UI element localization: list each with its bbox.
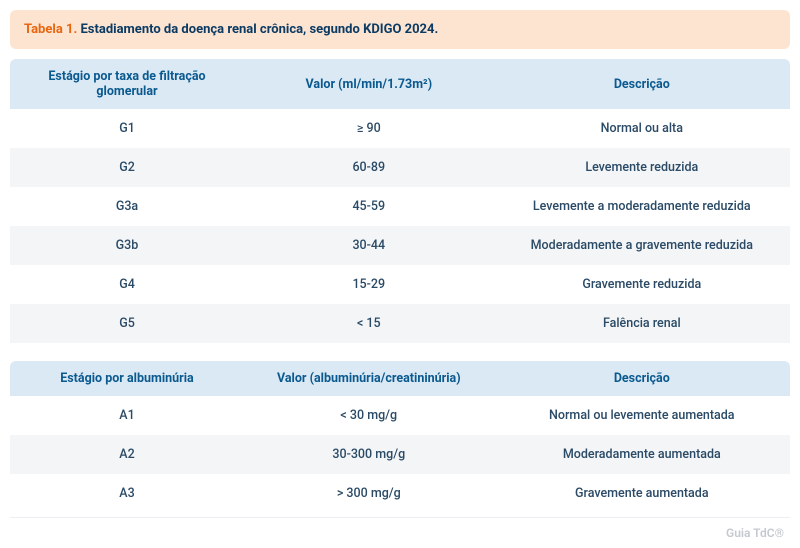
table-header-row: Estágio por albuminúria Valor (albuminúr…: [10, 361, 790, 396]
cell-value: 45-59: [244, 187, 494, 226]
cell-stage: G1: [10, 109, 244, 148]
albuminuria-staging-table: Estágio por albuminúria Valor (albuminúr…: [10, 361, 790, 513]
caption-number: Tabela 1.: [24, 22, 77, 37]
cell-value: 30-44: [244, 226, 494, 265]
table-row: A2 30-300 mg/g Moderadamente aumentada: [10, 435, 790, 474]
cell-desc: Gravemente reduzida: [494, 265, 790, 304]
table-row: A1 < 30 mg/g Normal ou levemente aumenta…: [10, 396, 790, 435]
cell-stage: A2: [10, 435, 244, 474]
cell-stage: G4: [10, 265, 244, 304]
cell-value: ≥ 90: [244, 109, 494, 148]
table-row: G4 15-29 Gravemente reduzida: [10, 265, 790, 304]
table-row: G2 60-89 Levemente reduzida: [10, 148, 790, 187]
table-row: A3 > 300 mg/g Gravemente aumentada: [10, 474, 790, 513]
col-desc-alb: Descrição: [494, 361, 790, 396]
table-gap: [10, 343, 790, 361]
cell-stage: G2: [10, 148, 244, 187]
cell-stage: A1: [10, 396, 244, 435]
table-row: G3b 30-44 Moderadamente a gravemente red…: [10, 226, 790, 265]
table-caption: Tabela 1. Estadiamento da doença renal c…: [10, 10, 790, 49]
cell-desc: Moderadamente aumentada: [494, 435, 790, 474]
col-desc-gfr: Descrição: [494, 59, 790, 109]
cell-desc: Moderadamente a gravemente reduzida: [494, 226, 790, 265]
caption-text: Estadiamento da doença renal crônica, se…: [80, 22, 438, 37]
table-row: G3a 45-59 Levemente a moderadamente redu…: [10, 187, 790, 226]
cell-value: 30-300 mg/g: [244, 435, 494, 474]
cell-value: 15-29: [244, 265, 494, 304]
cell-value: 60-89: [244, 148, 494, 187]
cell-desc: Levemente a moderadamente reduzida: [494, 187, 790, 226]
cell-stage: A3: [10, 474, 244, 513]
table-row: G5 < 15 Falência renal: [10, 304, 790, 343]
gfr-staging-table: Estágio por taxa de filtração glomerular…: [10, 59, 790, 343]
table-row: G1 ≥ 90 Normal ou alta: [10, 109, 790, 148]
cell-stage: G3a: [10, 187, 244, 226]
cell-value: < 15: [244, 304, 494, 343]
cell-stage: G5: [10, 304, 244, 343]
cell-value: > 300 mg/g: [244, 474, 494, 513]
col-value-gfr: Valor (ml/min/1.73m²): [244, 59, 494, 109]
col-stage-gfr: Estágio por taxa de filtração glomerular: [10, 59, 244, 109]
table-header-row: Estágio por taxa de filtração glomerular…: [10, 59, 790, 109]
footer-credit: Guia TdC®: [10, 517, 790, 540]
cell-desc: Gravemente aumentada: [494, 474, 790, 513]
col-stage-alb: Estágio por albuminúria: [10, 361, 244, 396]
cell-desc: Falência renal: [494, 304, 790, 343]
cell-desc: Normal ou alta: [494, 109, 790, 148]
cell-value: < 30 mg/g: [244, 396, 494, 435]
cell-desc: Normal ou levemente aumentada: [494, 396, 790, 435]
col-value-alb: Valor (albuminúria/creatininúria): [244, 361, 494, 396]
cell-desc: Levemente reduzida: [494, 148, 790, 187]
cell-stage: G3b: [10, 226, 244, 265]
